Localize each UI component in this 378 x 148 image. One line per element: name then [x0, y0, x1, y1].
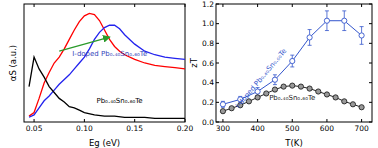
error-bar	[360, 27, 364, 45]
y-tick	[216, 122, 219, 123]
chart-1: 300 400 500 600 700 0.0 0.2 0.4 0.6 0.8 1.0 1.2 T(K)…	[189, 0, 372, 148]
x-tick	[34, 119, 35, 122]
annotation: I-doped Pb₀.₄₀Sn₀.₆₀Te	[72, 50, 147, 58]
data-point	[316, 89, 321, 94]
x-tick	[185, 4, 186, 7]
x-tick	[134, 4, 135, 7]
y-tick-label: 0.0	[202, 118, 214, 127]
x-tick-label: 400	[250, 124, 265, 133]
data-area	[29, 13, 185, 118]
x-tick-label: 0.10	[76, 124, 93, 133]
y-tick	[216, 63, 219, 64]
data-point	[342, 99, 347, 104]
x-tick	[361, 119, 362, 122]
x-tick	[222, 4, 223, 7]
x-tick-label: 500	[285, 124, 300, 133]
y-tick-label: 0.4	[202, 78, 214, 87]
series-line	[29, 25, 185, 117]
data-point	[220, 102, 225, 107]
y-tick	[216, 23, 219, 24]
y-tick	[369, 122, 372, 123]
x-tick	[326, 4, 327, 7]
data-point	[255, 95, 260, 100]
x-tick	[292, 119, 293, 122]
x-tick	[185, 119, 186, 122]
y-tick-label: 0.8	[202, 39, 214, 48]
data-point	[290, 83, 295, 88]
data-point	[290, 58, 295, 63]
annotation: Pb₀.₄₀Sn₀.₆₀Te	[96, 97, 142, 105]
data-point	[342, 18, 347, 23]
data-point	[272, 77, 277, 82]
error-bar	[273, 75, 277, 85]
x-tick-label: 300	[216, 124, 231, 133]
x-tick	[84, 4, 85, 7]
x-tick-label: 0.20	[177, 124, 194, 133]
plot-frame	[24, 4, 185, 122]
series-line	[29, 13, 185, 116]
x-axis-label: Eg (eV)	[89, 138, 120, 148]
y-tick	[216, 43, 219, 44]
data-point	[324, 92, 329, 97]
data-point	[350, 102, 355, 107]
x-tick-label: 700	[354, 124, 369, 133]
x-tick	[34, 4, 35, 7]
chart-0: 0.05 0.10 0.15 0.20 Eg (eV) αS (a.u.) I-doped …	[8, 4, 194, 148]
data-point	[359, 105, 364, 110]
figure: 0.05 0.10 0.15 0.20 Eg (eV) αS (a.u.) I-doped …	[0, 0, 378, 148]
y-tick-label: 0.6	[202, 59, 214, 68]
y-tick-label: 1.2	[202, 0, 214, 9]
error-bar	[342, 11, 346, 31]
data-point	[281, 84, 286, 89]
x-tick	[361, 4, 362, 7]
x-tick	[257, 119, 258, 122]
x-tick	[292, 4, 293, 7]
x-axis-label: T(K)	[284, 138, 302, 148]
series-line	[29, 57, 185, 118]
y-tick	[369, 82, 372, 83]
y-tick-label: 0.2	[202, 98, 214, 107]
x-tick	[84, 119, 85, 122]
x-tick	[222, 119, 223, 122]
data-point	[324, 18, 329, 23]
data-point	[307, 35, 312, 40]
x-tick-label: 0.05	[26, 124, 43, 133]
data-point	[264, 91, 269, 96]
error-bar	[308, 30, 312, 46]
series-label: Pb₀.₄₀Sn₀.₆₀Te	[269, 94, 315, 102]
y-axis-label: zT	[189, 57, 199, 67]
x-tick	[134, 119, 135, 122]
y-tick	[369, 43, 372, 44]
error-bar	[221, 101, 225, 107]
data-point	[333, 95, 338, 100]
data-point	[272, 87, 277, 92]
error-bar	[290, 55, 294, 67]
y-tick	[369, 4, 372, 5]
data-point	[298, 84, 303, 89]
y-tick	[369, 63, 372, 64]
error-bar	[325, 11, 329, 31]
data-point	[359, 33, 364, 38]
y-tick	[216, 102, 219, 103]
y-tick	[216, 82, 219, 83]
y-tick	[216, 4, 219, 5]
x-tick	[257, 4, 258, 7]
y-axis-label: αS (a.u.)	[8, 45, 18, 81]
y-tick-label: 1.0	[202, 19, 214, 28]
x-tick	[326, 119, 327, 122]
y-tick	[369, 102, 372, 103]
x-tick-label: 600	[320, 124, 335, 133]
x-tick-label: 0.15	[126, 124, 143, 133]
plot-frame	[216, 4, 372, 122]
y-tick	[369, 23, 372, 24]
data-point	[220, 109, 225, 114]
data-point	[229, 106, 234, 111]
data-area	[220, 11, 364, 114]
data-point	[307, 86, 312, 91]
